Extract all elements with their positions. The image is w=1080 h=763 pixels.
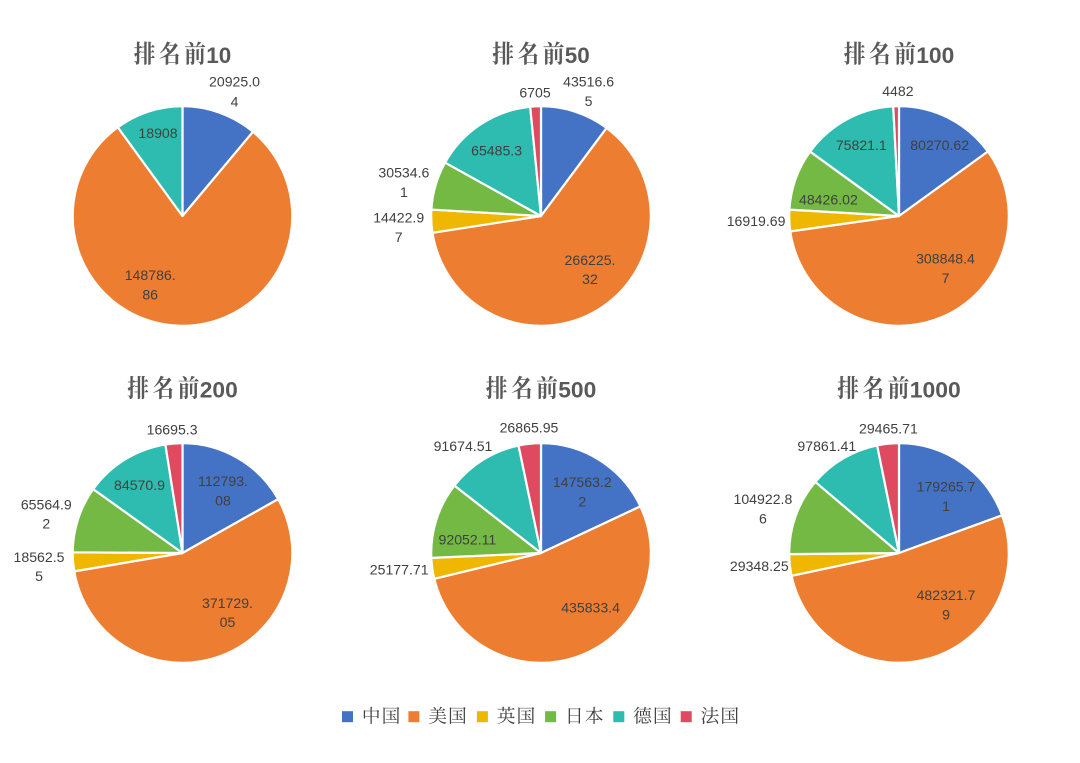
svg-text:05: 05 bbox=[220, 614, 236, 630]
svg-text:91674.51: 91674.51 bbox=[434, 438, 493, 454]
svg-text:10: 10 bbox=[206, 43, 231, 68]
svg-text:29348.25: 29348.25 bbox=[730, 558, 789, 574]
svg-text:75821.1: 75821.1 bbox=[836, 137, 887, 153]
svg-text:92052.11: 92052.11 bbox=[439, 532, 497, 548]
svg-text:5: 5 bbox=[585, 93, 593, 109]
svg-text:84570.9: 84570.9 bbox=[114, 477, 165, 493]
svg-text:48426.02: 48426.02 bbox=[799, 192, 858, 208]
svg-text:08: 08 bbox=[215, 492, 231, 508]
svg-text:29465.71: 29465.71 bbox=[859, 420, 918, 436]
svg-text:7: 7 bbox=[942, 270, 950, 286]
svg-text:25177.71: 25177.71 bbox=[370, 561, 429, 577]
svg-text:100: 100 bbox=[916, 43, 954, 68]
svg-text:147563.2: 147563.2 bbox=[553, 474, 612, 490]
svg-text:20925.0: 20925.0 bbox=[209, 73, 260, 89]
svg-text:32: 32 bbox=[582, 271, 598, 287]
svg-text:2: 2 bbox=[42, 516, 50, 532]
svg-text:1: 1 bbox=[942, 498, 950, 514]
svg-text:2: 2 bbox=[578, 493, 586, 509]
svg-text:266225.: 266225. bbox=[565, 252, 616, 268]
svg-text:482321.7: 482321.7 bbox=[917, 587, 976, 603]
svg-text:500: 500 bbox=[558, 377, 596, 402]
svg-text:179265.7: 179265.7 bbox=[917, 479, 976, 495]
svg-text:4: 4 bbox=[231, 93, 239, 109]
svg-text:5: 5 bbox=[35, 568, 43, 584]
svg-text:14422.9: 14422.9 bbox=[373, 209, 424, 225]
svg-text:86: 86 bbox=[142, 287, 158, 303]
svg-text:6: 6 bbox=[759, 510, 767, 526]
svg-text:18908: 18908 bbox=[138, 125, 177, 141]
svg-text:43516.6: 43516.6 bbox=[563, 73, 614, 89]
svg-text:97861.41: 97861.41 bbox=[797, 438, 856, 454]
svg-text:65564.9: 65564.9 bbox=[21, 496, 72, 512]
svg-text:65485.3: 65485.3 bbox=[471, 143, 522, 159]
svg-text:9: 9 bbox=[942, 606, 950, 622]
svg-text:435833.4: 435833.4 bbox=[561, 600, 620, 616]
svg-text:30534.6: 30534.6 bbox=[378, 164, 429, 180]
svg-text:16695.3: 16695.3 bbox=[147, 421, 198, 437]
svg-text:371729.: 371729. bbox=[202, 595, 253, 611]
svg-text:6705: 6705 bbox=[519, 85, 551, 101]
svg-text:7: 7 bbox=[395, 229, 403, 245]
svg-text:26865.95: 26865.95 bbox=[500, 419, 559, 435]
svg-text:1000: 1000 bbox=[910, 377, 961, 402]
svg-text:50: 50 bbox=[565, 43, 590, 68]
svg-text:308848.4: 308848.4 bbox=[916, 250, 975, 266]
svg-text:1: 1 bbox=[400, 184, 408, 200]
svg-text:16919.69: 16919.69 bbox=[727, 213, 786, 229]
svg-text:18562.5: 18562.5 bbox=[14, 549, 65, 565]
svg-text:200: 200 bbox=[200, 377, 238, 402]
svg-text:80270.62: 80270.62 bbox=[910, 137, 969, 153]
svg-text:104922.8: 104922.8 bbox=[734, 491, 793, 507]
svg-text:4482: 4482 bbox=[882, 83, 914, 99]
svg-text:148786.: 148786. bbox=[125, 267, 176, 283]
svg-text:112793.: 112793. bbox=[198, 473, 248, 489]
